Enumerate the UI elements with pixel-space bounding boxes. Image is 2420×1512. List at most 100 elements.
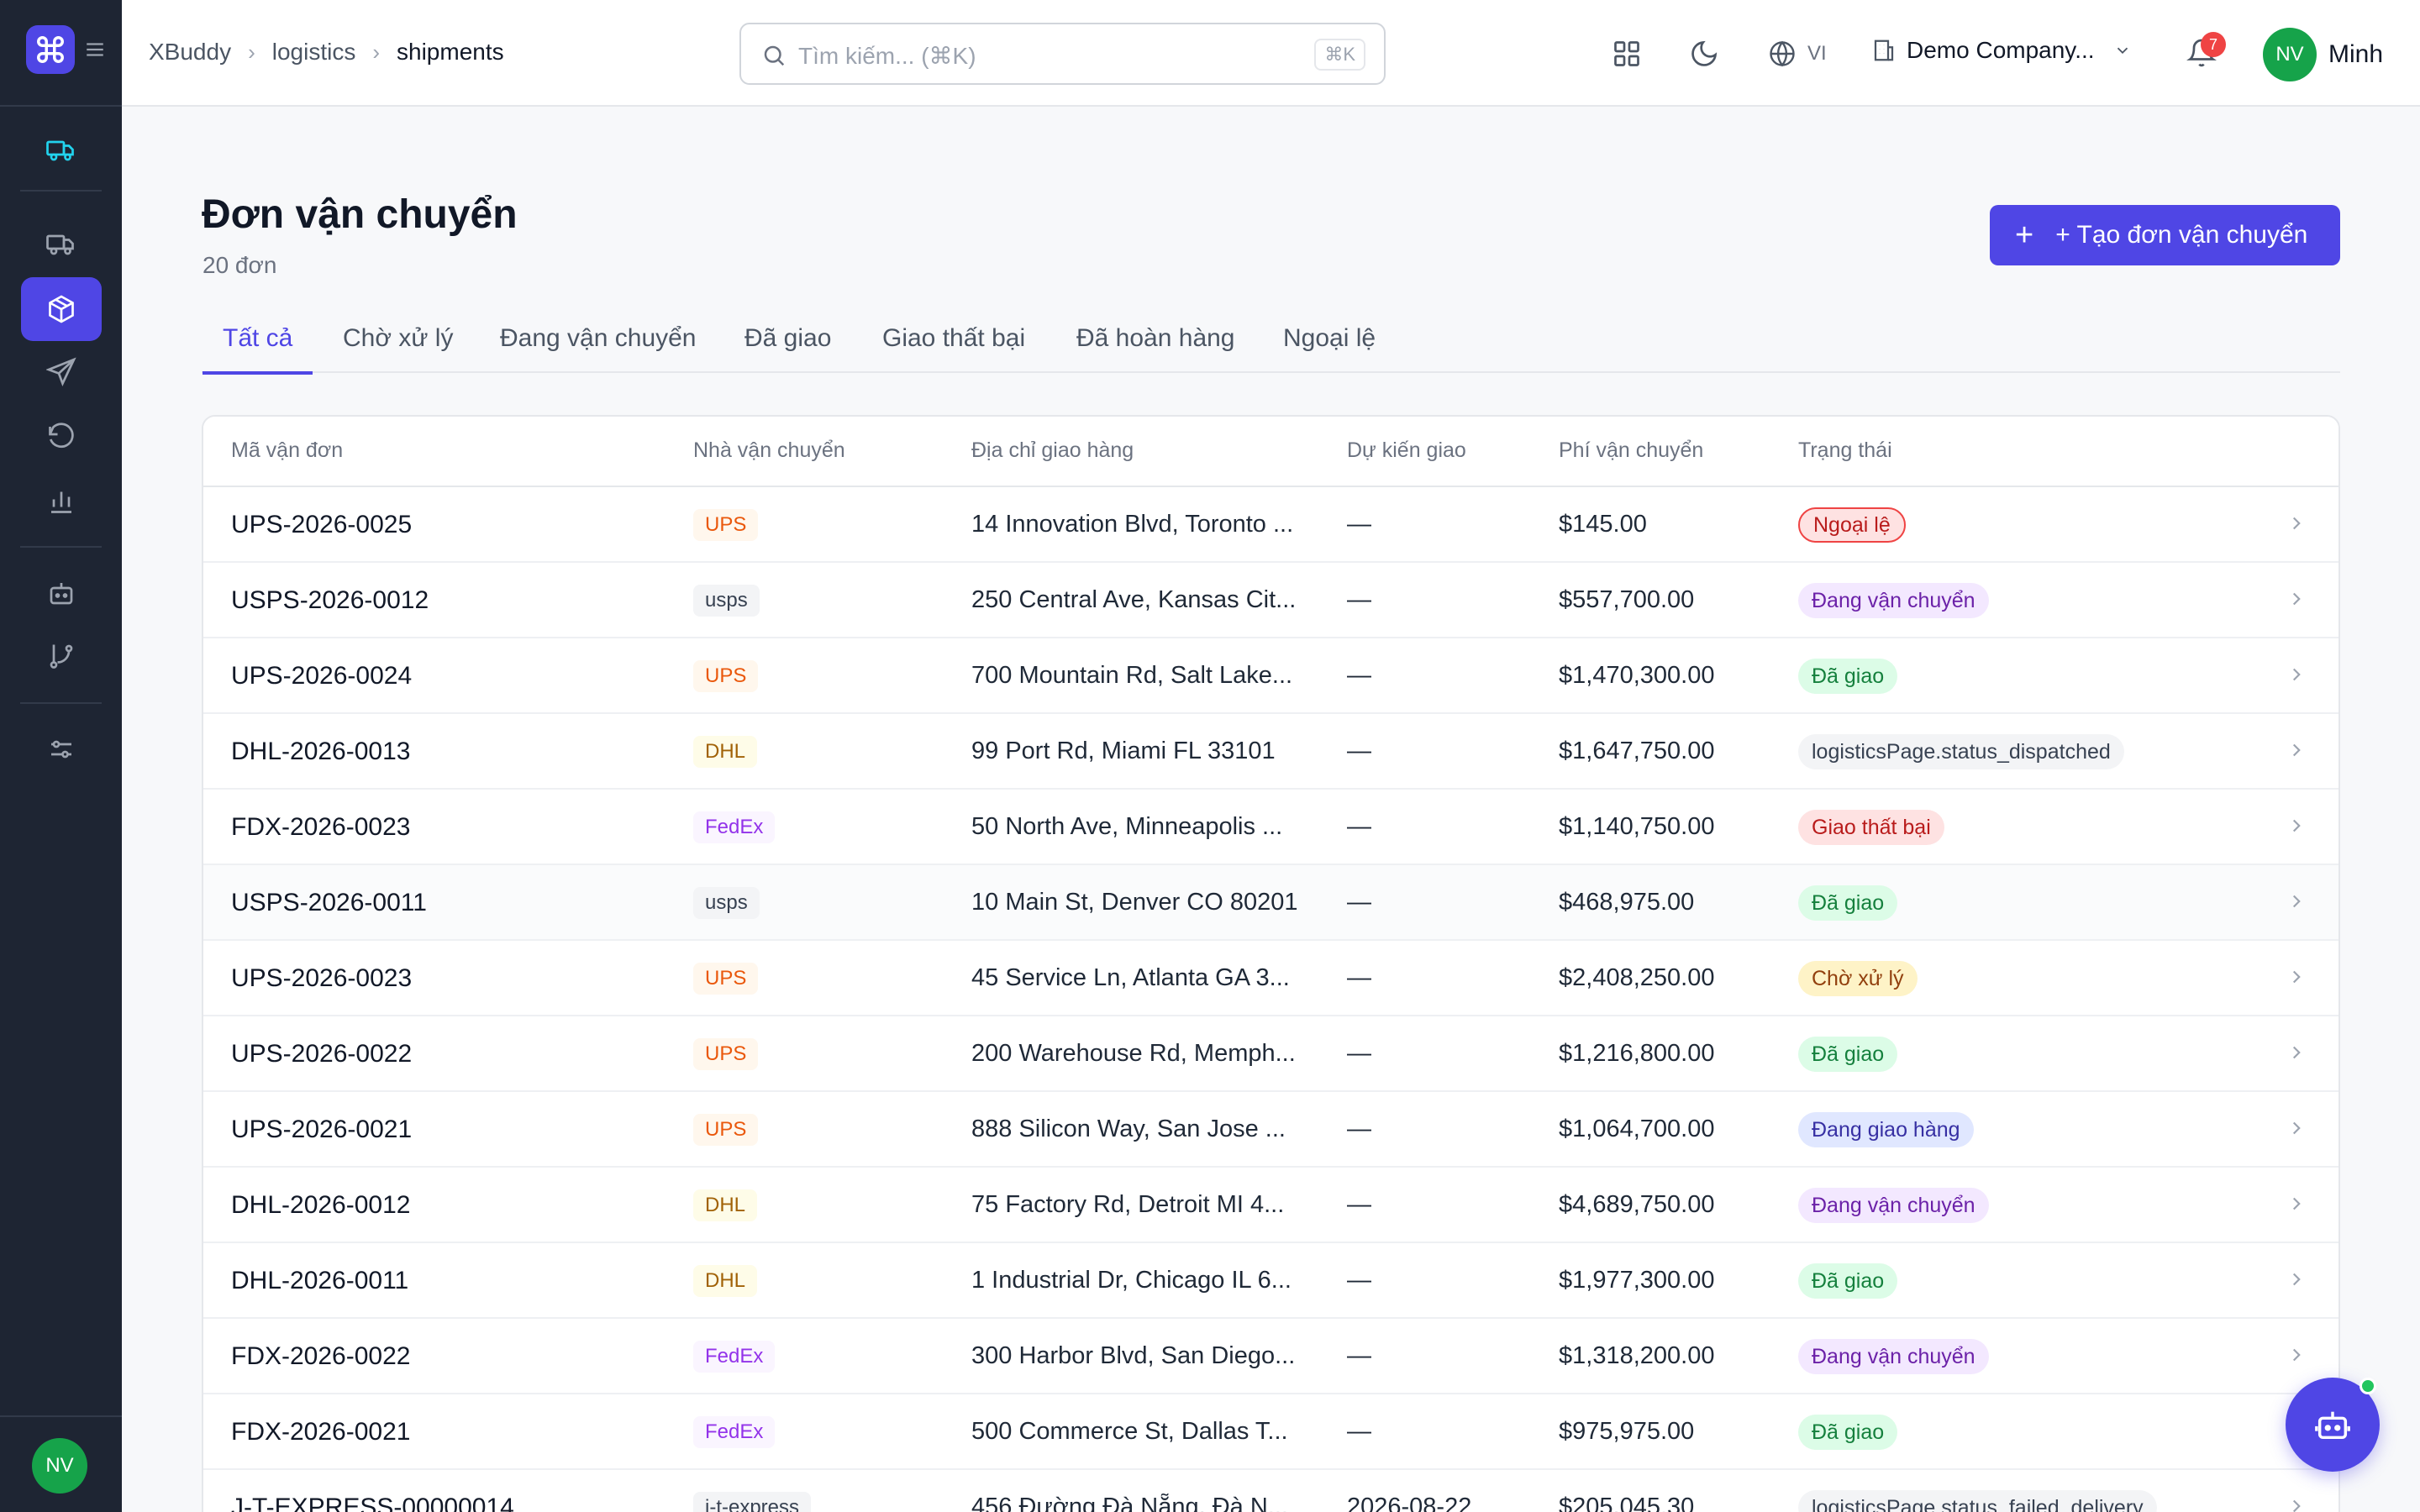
delivery-address: 300 Harbor Blvd, San Diego... [971, 1342, 1296, 1369]
column-header-carrier[interactable]: Nhà vận chuyển [693, 438, 845, 462]
breadcrumb: XBuddy › logistics › shipments [149, 39, 504, 66]
shipment-code[interactable]: USPS-2026-0012 [231, 586, 429, 614]
tab-in-transit[interactable]: Đang vận chuyển [500, 324, 697, 352]
shipment-code[interactable]: UPS-2026-0022 [231, 1040, 413, 1068]
carrier-badge: UPS [693, 1038, 759, 1070]
sidebar-item-automation[interactable] [21, 561, 102, 625]
shipment-code[interactable]: DHL-2026-0011 [231, 1267, 409, 1294]
shipment-code[interactable]: UPS-2026-0025 [231, 511, 413, 538]
chevron-right-icon[interactable] [2286, 1117, 2307, 1139]
sidebar-item-shipments[interactable] [21, 277, 102, 341]
shipment-code[interactable]: USPS-2026-0011 [231, 889, 427, 916]
shipment-code[interactable]: UPS-2026-0021 [231, 1116, 413, 1143]
tab-pending[interactable]: Chờ xử lý [343, 324, 454, 352]
table-row[interactable]: FDX-2026-0021 FedEx 500 Commerce St, Dal… [203, 1394, 2338, 1470]
shipment-code[interactable]: UPS-2026-0024 [231, 662, 413, 690]
globe-icon [1770, 40, 1795, 67]
shipment-code[interactable]: J-T-EXPRESS-00000014 [231, 1494, 514, 1512]
moon-icon[interactable] [1689, 39, 1719, 69]
shipment-code[interactable]: FDX-2026-0022 [231, 1342, 411, 1370]
user-name[interactable]: Minh [2328, 40, 2384, 68]
column-header-fee[interactable]: Phí vận chuyển [1559, 438, 1704, 462]
shipment-code[interactable]: DHL-2026-0012 [231, 1191, 411, 1219]
chevron-right-icon[interactable] [2286, 1344, 2307, 1366]
sidebar-item-dispatch[interactable] [21, 340, 102, 404]
table-row[interactable]: FDX-2026-0022 FedEx 300 Harbor Blvd, San… [203, 1319, 2338, 1394]
chevron-right-icon[interactable] [2286, 815, 2307, 837]
chevron-right-icon[interactable] [2286, 1268, 2307, 1290]
company-switcher[interactable]: Demo Company... [1871, 37, 2132, 64]
delivery-address: 1 Industrial Dr, Chicago IL 6... [971, 1267, 1292, 1294]
logo-icon [37, 36, 64, 63]
carrier-badge: usps [693, 887, 760, 919]
chevron-right-icon[interactable] [2286, 890, 2307, 912]
sidebar-item-settings[interactable] [21, 717, 102, 781]
table-row[interactable]: UPS-2026-0023 UPS 45 Service Ln, Atlanta… [203, 941, 2338, 1016]
expected-delivery: 2026-08-22 [1347, 1494, 1472, 1512]
delivery-address: 45 Service Ln, Atlanta GA 3... [971, 964, 1290, 991]
column-header-eta[interactable]: Dự kiến giao [1347, 438, 1466, 462]
table-row[interactable]: UPS-2026-0022 UPS 200 Warehouse Rd, Memp… [203, 1016, 2338, 1092]
table-row[interactable]: DHL-2026-0013 DHL 99 Port Rd, Miami FL 3… [203, 714, 2338, 790]
table-row[interactable]: USPS-2026-0011 usps 10 Main St, Denver C… [203, 865, 2338, 941]
tab-exception[interactable]: Ngoại lệ [1283, 324, 1376, 352]
sidebar: NV [0, 0, 122, 1512]
sidebar-item-reports[interactable] [21, 469, 102, 533]
column-header-address[interactable]: Địa chỉ giao hàng [971, 438, 1134, 462]
sidebar-item-returns[interactable] [21, 405, 102, 469]
column-header-code[interactable]: Mã vận đơn [231, 438, 344, 462]
avatar[interactable]: NV [2263, 28, 2317, 81]
sidebar-item-logistics[interactable] [21, 118, 102, 181]
table-row[interactable]: FDX-2026-0023 FedEx 50 North Ave, Minnea… [203, 790, 2338, 865]
breadcrumb-item[interactable]: logistics [271, 39, 356, 65]
table-row[interactable]: UPS-2026-0024 UPS 700 Mountain Rd, Salt … [203, 638, 2338, 714]
breadcrumb-item[interactable]: XBuddy [149, 39, 232, 65]
tab-delivered[interactable]: Đã giao [744, 324, 832, 352]
status-badge: Đang vận chuyển [1798, 1188, 1989, 1223]
shipment-code[interactable]: FDX-2026-0023 [231, 813, 411, 841]
create-shipment-button[interactable]: + + Tạo đơn vận chuyển [1990, 205, 2340, 265]
chevron-right-icon[interactable] [2286, 588, 2307, 610]
table-row[interactable]: UPS-2026-0025 UPS 14 Innovation Blvd, To… [203, 487, 2338, 563]
online-indicator [2360, 1378, 2376, 1394]
rotate-ccw-icon [49, 423, 74, 449]
table-row[interactable]: UPS-2026-0021 UPS 888 Silicon Way, San J… [203, 1092, 2338, 1168]
apps-grid-icon[interactable] [1612, 39, 1642, 69]
shipping-fee: $1,064,700.00 [1559, 1116, 1715, 1142]
status-badge: Đã giao [1798, 659, 1898, 694]
table-row[interactable]: DHL-2026-0011 DHL 1 Industrial Dr, Chica… [203, 1243, 2338, 1319]
tab-failed[interactable]: Giao thất bại [882, 324, 1026, 352]
shipping-fee: $4,689,750.00 [1559, 1191, 1715, 1218]
language-code: VI [1807, 42, 1827, 65]
chevron-right-icon[interactable] [2286, 1193, 2307, 1215]
table-row[interactable]: J-T-EXPRESS-00000014 j-t-express 456 Đườ… [203, 1470, 2338, 1512]
chevron-right-icon[interactable] [2286, 966, 2307, 988]
shipping-fee: $2,408,250.00 [1559, 964, 1715, 991]
table-row[interactable]: DHL-2026-0012 DHL 75 Factory Rd, Detroit… [203, 1168, 2338, 1243]
delivery-address: 75 Factory Rd, Detroit MI 4... [971, 1191, 1285, 1218]
tab-returned[interactable]: Đã hoàn hàng [1076, 324, 1235, 352]
chevron-right-icon[interactable] [2286, 1042, 2307, 1063]
sidebar-avatar[interactable]: NV [32, 1438, 87, 1494]
shipment-code[interactable]: FDX-2026-0021 [231, 1418, 411, 1446]
chevron-right-icon[interactable] [2286, 664, 2307, 685]
tab-all[interactable]: Tất cả [202, 324, 313, 375]
expected-delivery: — [1347, 889, 1371, 916]
language-switcher[interactable]: VI [1767, 39, 1827, 69]
shipment-code[interactable]: UPS-2026-0023 [231, 964, 413, 992]
shipment-code[interactable]: DHL-2026-0013 [231, 738, 411, 765]
sliders-icon [51, 740, 71, 759]
chevron-right-icon[interactable] [2286, 1495, 2307, 1512]
search-input[interactable]: Tìm kiếm... (⌘K) ⌘K [739, 23, 1386, 85]
shipping-fee: $1,216,800.00 [1559, 1040, 1715, 1067]
sidebar-item-workflows[interactable] [21, 624, 102, 688]
chevron-right-icon[interactable] [2286, 512, 2307, 534]
chevron-right-icon[interactable] [2286, 739, 2307, 761]
sidebar-item-deliveries[interactable] [21, 212, 102, 276]
building-icon [1874, 39, 1894, 61]
menu-icon[interactable] [84, 39, 106, 60]
app-logo[interactable] [26, 25, 75, 74]
table-row[interactable]: USPS-2026-0012 usps 250 Central Ave, Kan… [203, 563, 2338, 638]
page-subtitle: 20 đơn [203, 252, 277, 278]
column-header-status[interactable]: Trạng thái [1798, 438, 1892, 462]
